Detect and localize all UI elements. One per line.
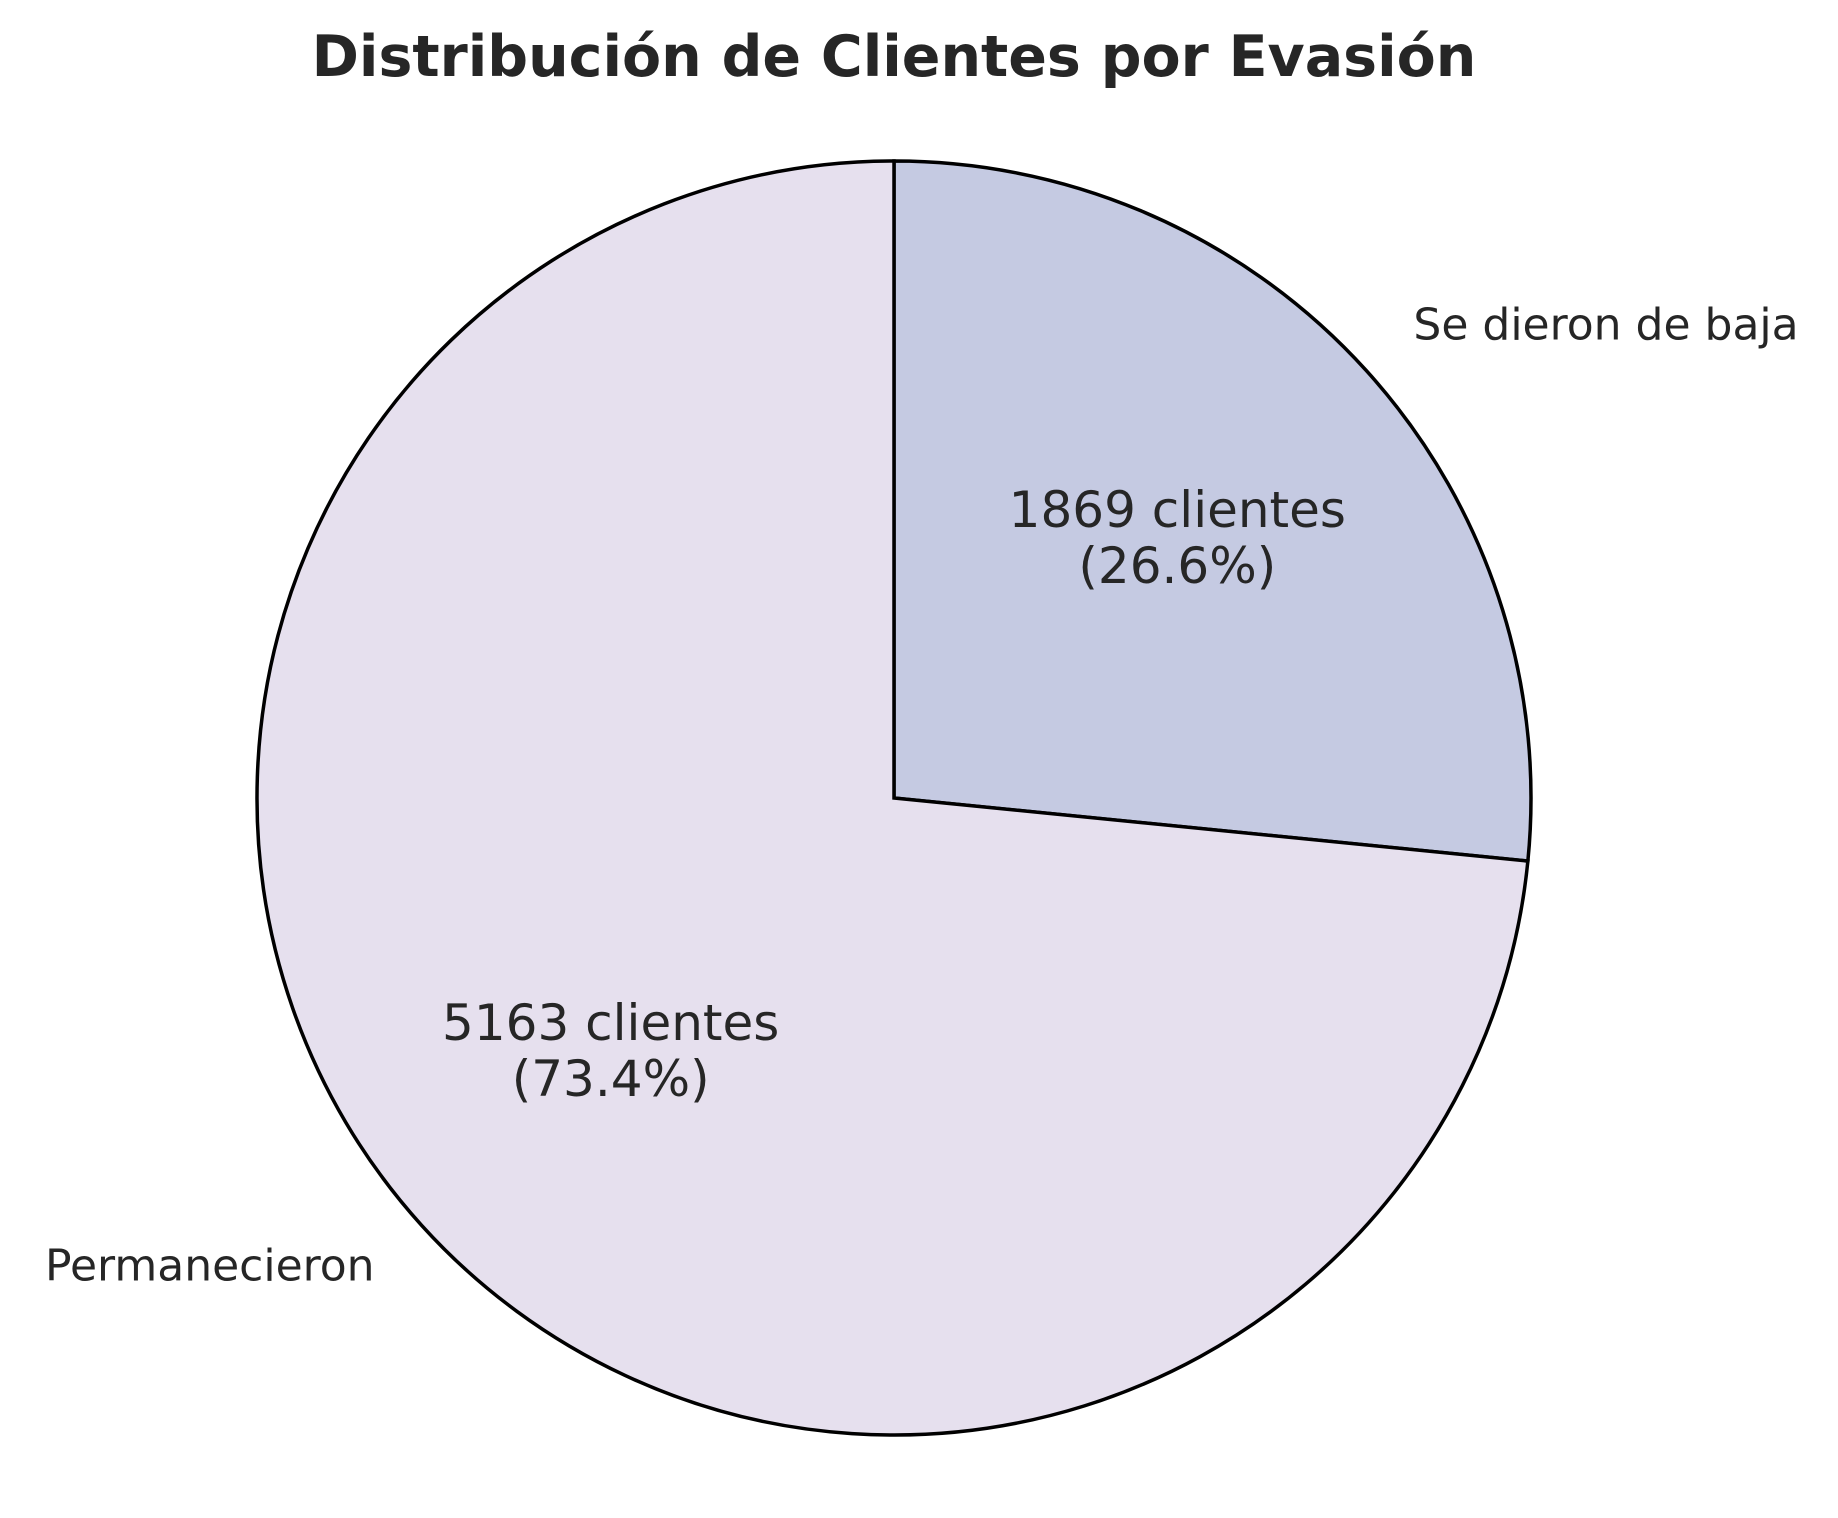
pie-slices xyxy=(255,159,1533,1437)
slice-count-label: 1869 clientes xyxy=(1009,481,1346,539)
slice-category-label: Permanecieron xyxy=(45,1240,375,1291)
slice-category-label: Se dieron de baja xyxy=(1413,300,1798,351)
pie-labels: Se dieron de baja 1869 clientes(26.6%) Per… xyxy=(45,300,1799,1292)
pie-slice-1 xyxy=(892,159,1533,863)
slice-count-label: 5163 clientes xyxy=(442,994,779,1052)
chart-title: Distribución de Clientes por Evasión xyxy=(312,24,1477,90)
pie-slice-2 xyxy=(255,159,1530,1437)
slice-percent-label: (73.4%) xyxy=(512,1050,710,1108)
slice-percent-label: (26.6%) xyxy=(1078,537,1276,595)
